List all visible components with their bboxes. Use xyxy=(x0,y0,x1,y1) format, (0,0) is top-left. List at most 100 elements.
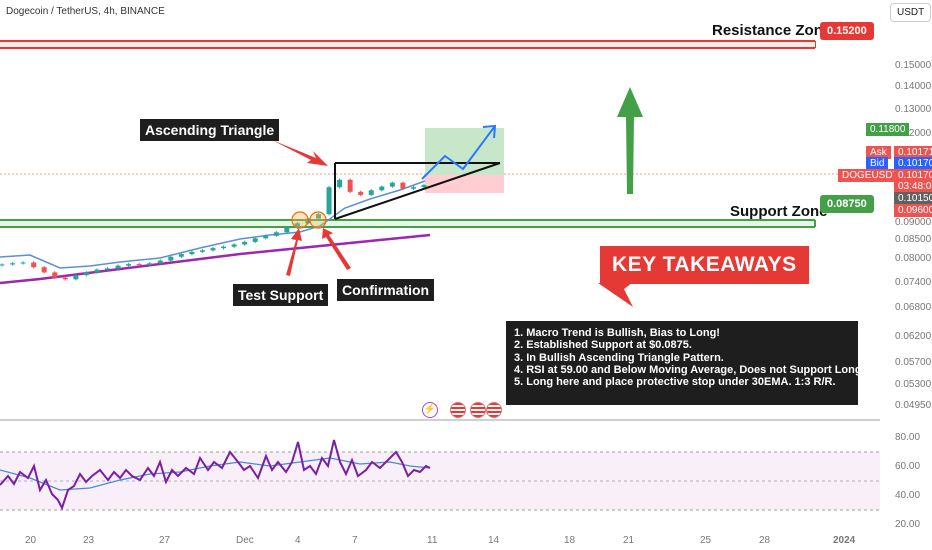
event-us-flag-icon[interactable] xyxy=(470,402,486,418)
price-tick-label: 0.05300 xyxy=(895,378,932,390)
price-tick-label: 0.12000 xyxy=(895,128,932,140)
takeaway-item: 1. Macro Trend is Bullish, Bias to Long! xyxy=(514,327,720,339)
test-support-label: Test Support xyxy=(233,284,329,306)
candle-body xyxy=(210,248,216,251)
ticker-tag: DOGEUSDT xyxy=(838,169,903,182)
candle-body xyxy=(41,267,47,273)
rsi-tick-label: 80.00 xyxy=(895,431,921,443)
candle-body xyxy=(379,186,385,191)
candle-body xyxy=(410,187,416,189)
candle-body xyxy=(105,268,110,270)
time-tick-label: 2024 xyxy=(833,535,856,546)
candle-body xyxy=(316,214,321,219)
ascending-triangle-label: Ascending Triangle xyxy=(140,119,280,141)
resistance-zone-label: Resistance Zone xyxy=(712,22,832,39)
long-ma-line xyxy=(0,233,431,285)
candle-body xyxy=(263,235,269,239)
candle-body xyxy=(136,264,142,266)
time-tick-label: 4 xyxy=(295,535,301,546)
support-zone-label: Support Zone xyxy=(730,203,828,220)
price-tick-label: 0.07400 xyxy=(895,276,932,288)
test-support-circle xyxy=(291,211,309,229)
candle-body xyxy=(52,272,58,278)
candle-body xyxy=(337,179,343,188)
candle-body xyxy=(168,256,174,261)
time-tick-label: 11 xyxy=(427,535,438,546)
candle-body xyxy=(252,238,258,242)
candle-body xyxy=(231,244,237,247)
time-tick-label: 21 xyxy=(623,535,635,546)
ask-label: Ask xyxy=(866,146,891,159)
takeaway-item: 5. Long here and place protective stop u… xyxy=(514,376,836,389)
candle-body xyxy=(273,232,279,236)
event-flash-icon[interactable]: ⚡ xyxy=(422,402,438,418)
candle-body xyxy=(0,264,5,266)
time-tick-label: 7 xyxy=(352,535,358,546)
candle-body xyxy=(347,179,353,192)
price-tick-label: 0.04950 xyxy=(895,399,932,411)
candle-body xyxy=(178,254,184,257)
candle-body xyxy=(242,241,248,245)
price-tick-label: 0.09000 xyxy=(895,216,932,228)
bullish-up-arrow xyxy=(617,87,643,194)
entry-price-tag: 0.10150 xyxy=(894,192,932,205)
bid-label: Bid xyxy=(866,157,889,170)
takeaway-item: 4. RSI at 59.00 and Below Moving Average… xyxy=(514,363,865,376)
price-tick-label: 0.08500 xyxy=(895,234,932,246)
price-tick-label: 0.13000 xyxy=(895,103,932,115)
candle-body xyxy=(31,262,37,268)
candle-body xyxy=(62,277,68,280)
support-zone xyxy=(0,219,816,228)
ask-price-tag: 0.10171 xyxy=(894,146,932,159)
time-tick-label: 18 xyxy=(564,535,576,546)
price-tick-label: 0.14000 xyxy=(895,81,932,93)
projection-arrow xyxy=(421,124,497,180)
price-tick-label: 0.05700 xyxy=(895,356,932,368)
price-tick-label: 0.06800 xyxy=(895,302,932,314)
candle-body xyxy=(389,182,395,187)
candlestick-series xyxy=(0,178,427,281)
candle-body xyxy=(400,182,406,189)
rsi-tick-label: 20.00 xyxy=(895,518,921,530)
candle-body xyxy=(20,262,26,264)
candle-body xyxy=(221,246,227,249)
time-tick-label: Dec xyxy=(236,535,254,546)
price-axis-bg xyxy=(880,0,932,550)
candle-body xyxy=(94,269,100,273)
price-tick-label: 0.08000 xyxy=(895,252,932,264)
candle-body xyxy=(73,275,79,280)
time-tick-label: 20 xyxy=(25,535,37,546)
candle-body xyxy=(83,272,89,276)
countdown-tag: 03:48:01 xyxy=(894,180,932,193)
ascending-triangle-shape xyxy=(334,162,501,220)
candle-body xyxy=(10,263,16,265)
event-us-flag-icon[interactable] xyxy=(450,402,466,418)
confirmation-circle xyxy=(309,211,327,229)
time-tick-label: 27 xyxy=(159,535,171,546)
rsi-tick-label: 60.00 xyxy=(895,460,921,472)
rsi-line xyxy=(0,439,431,511)
ema-line xyxy=(0,180,426,269)
confirmation-label: Confirmation xyxy=(337,279,435,301)
candle-body xyxy=(368,190,374,195)
takeaways-box: 1. Macro Trend is Bullish, Bias to Long!… xyxy=(506,321,865,405)
candle-body xyxy=(421,185,427,188)
candle-body xyxy=(199,250,205,252)
price-tick-label: 0.06200 xyxy=(895,330,932,342)
symbol-title: Dogecoin / TetherUS, 4h, BINANCE xyxy=(6,6,165,17)
candle-body xyxy=(284,227,290,233)
takeaway-item: 2. Established Support at $0.0875. xyxy=(514,339,692,352)
resistance-zone xyxy=(0,40,816,49)
candle-body xyxy=(326,187,332,215)
time-tick-label: 14 xyxy=(488,535,500,546)
rsi-pane xyxy=(0,439,880,511)
key-takeaways-label: KEY TAKEAWAYS xyxy=(600,246,809,284)
rsi-tick-label: 40.00 xyxy=(895,489,921,501)
red-arrows xyxy=(272,140,633,307)
time-tick-label: 28 xyxy=(759,535,771,546)
price-tick-label: 0.15000 xyxy=(895,60,932,71)
event-us-flag-icon[interactable] xyxy=(486,402,502,418)
currency-button[interactable]: USDT xyxy=(890,3,932,22)
candle-body xyxy=(147,263,153,265)
